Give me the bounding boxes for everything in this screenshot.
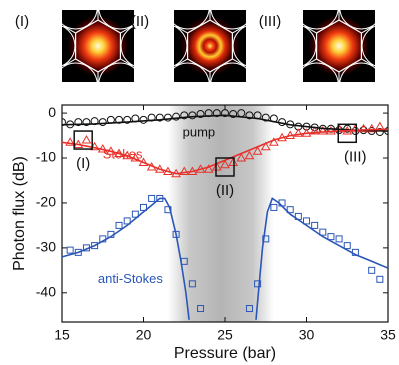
mode-image-mask xyxy=(303,82,375,96)
y-tick-label: -30 xyxy=(36,239,56,255)
y-tick-label: -40 xyxy=(36,284,56,300)
data-point xyxy=(328,234,334,240)
data-point xyxy=(140,116,147,123)
y-tick-label: 0 xyxy=(48,104,56,120)
annotation-label: (II) xyxy=(216,182,234,199)
mode-profile xyxy=(68,16,128,76)
series-label: Stokes xyxy=(103,146,143,161)
figure: (I) (II) (III) 15 20 25 30 35 0 -10 -20 -30 -40 Press… xyxy=(0,0,399,365)
data-point xyxy=(344,243,350,249)
annotation-label: (I) xyxy=(76,155,90,172)
x-axis-label: Pressure (bar) xyxy=(174,345,276,362)
data-point xyxy=(99,119,106,126)
data-point xyxy=(82,136,90,143)
y-tick-label: -20 xyxy=(36,194,56,210)
mode-image-mask xyxy=(62,82,134,96)
x-tick-label: 20 xyxy=(136,327,152,343)
data-point xyxy=(312,222,318,228)
inset-label: (III) xyxy=(259,13,282,30)
series-label: anti-Stokes xyxy=(98,271,164,286)
mode-profile xyxy=(180,16,240,76)
data-point xyxy=(336,236,342,242)
mode-image-mask xyxy=(174,0,246,10)
mode-image-mask xyxy=(62,0,134,10)
annotation-label: (III) xyxy=(344,148,367,165)
x-tick-label: 35 xyxy=(380,327,396,343)
data-point xyxy=(116,222,122,228)
y-tick-label: -10 xyxy=(36,149,56,165)
mode-image-mask xyxy=(174,82,246,96)
mode-image xyxy=(263,0,399,106)
x-tick-label: 25 xyxy=(217,327,233,343)
series-label: pump xyxy=(183,125,216,140)
x-tick-label: 30 xyxy=(299,327,315,343)
y-axis-label: Photon flux (dB) xyxy=(11,156,28,271)
mode-image-mask xyxy=(375,0,399,92)
data-point xyxy=(369,267,375,273)
mode-profile xyxy=(309,16,369,76)
inset-label: (I) xyxy=(15,13,29,30)
mode-image-mask xyxy=(303,0,375,10)
inset-label: (II) xyxy=(131,13,149,30)
data-point xyxy=(149,195,155,201)
data-point xyxy=(377,276,383,282)
x-tick-label: 15 xyxy=(54,327,70,343)
data-point xyxy=(67,247,73,253)
